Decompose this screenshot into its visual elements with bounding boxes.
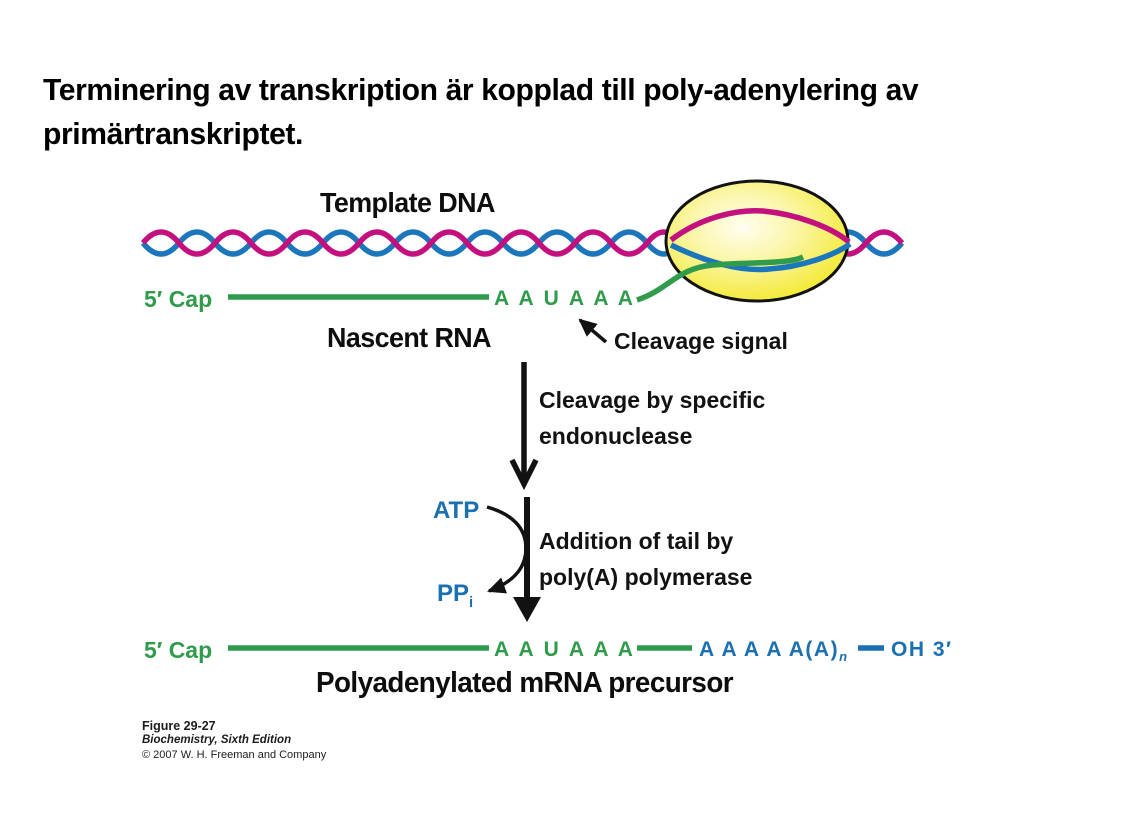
step2-label: Addition of tail by poly(A) polymerase — [539, 523, 752, 595]
ppi-label: PPi — [437, 580, 473, 611]
five-prime-cap-label-top: 5′ Cap — [144, 286, 213, 312]
nascent-rna-label: Nascent RNA — [327, 322, 492, 353]
atp-to-ppi-arrow — [486, 505, 528, 594]
slide-title: Terminering av transkription är kopplad … — [43, 68, 919, 156]
step2-label-line1: Addition of tail by — [539, 528, 734, 554]
cleavage-signal-label: Cleavage signal — [614, 328, 788, 354]
polya-tail-label: A A A A A(A)n — [699, 638, 849, 664]
slide-title-line1: Terminering av transkription är kopplad … — [43, 72, 919, 107]
template-dna-label: Template DNA — [320, 187, 495, 218]
step2-arrow-head — [513, 597, 541, 622]
product-label: Polyadenylated mRNA precursor — [316, 667, 734, 699]
five-prime-cap-label-bottom: 5′ Cap — [144, 637, 213, 663]
dna-strand-blue-in-polymerase — [669, 241, 852, 273]
dna-helix-left-blue-strand — [140, 229, 681, 257]
dna-helix-left-magenta-strand — [140, 229, 681, 257]
oh-three-prime-label: OH 3′ — [891, 638, 953, 661]
aauaaa-signal-bottom: A A U A A A — [494, 638, 636, 661]
nascent-rna-strand-curve — [636, 254, 805, 303]
step1-label-line2: endonuclease — [539, 423, 693, 449]
dna-strand-magenta-in-polymerase — [669, 207, 851, 245]
figure-credit: Figure 29-27 Biochemistry, Sixth Edition… — [142, 719, 326, 762]
ppi-label-main: PP — [437, 580, 470, 607]
copyright-line: © 2007 W. H. Freeman and Company — [142, 749, 327, 761]
polya-tail-main: A A A A A(A) — [699, 638, 840, 661]
atp-label: ATP — [433, 497, 480, 524]
figure-number: Figure 29-27 — [142, 719, 216, 733]
slide-title-line2: primärtranskriptet. — [43, 116, 304, 151]
book-title: Biochemistry, Sixth Edition — [142, 734, 292, 746]
aauaaa-signal-top: A A U A A A — [494, 287, 636, 310]
polya-tail-subscript: n — [839, 649, 849, 665]
ppi-label-subscript: i — [469, 594, 474, 611]
rna-polymerase-blob — [664, 179, 850, 303]
cleavage-signal-arrow — [578, 318, 608, 344]
step1-arrow-head — [509, 458, 539, 491]
step2-label-line2: poly(A) polymerase — [539, 564, 753, 590]
step1-label-line1: Cleavage by specific — [539, 387, 766, 413]
step1-label: Cleavage by specific endonuclease — [539, 382, 765, 454]
